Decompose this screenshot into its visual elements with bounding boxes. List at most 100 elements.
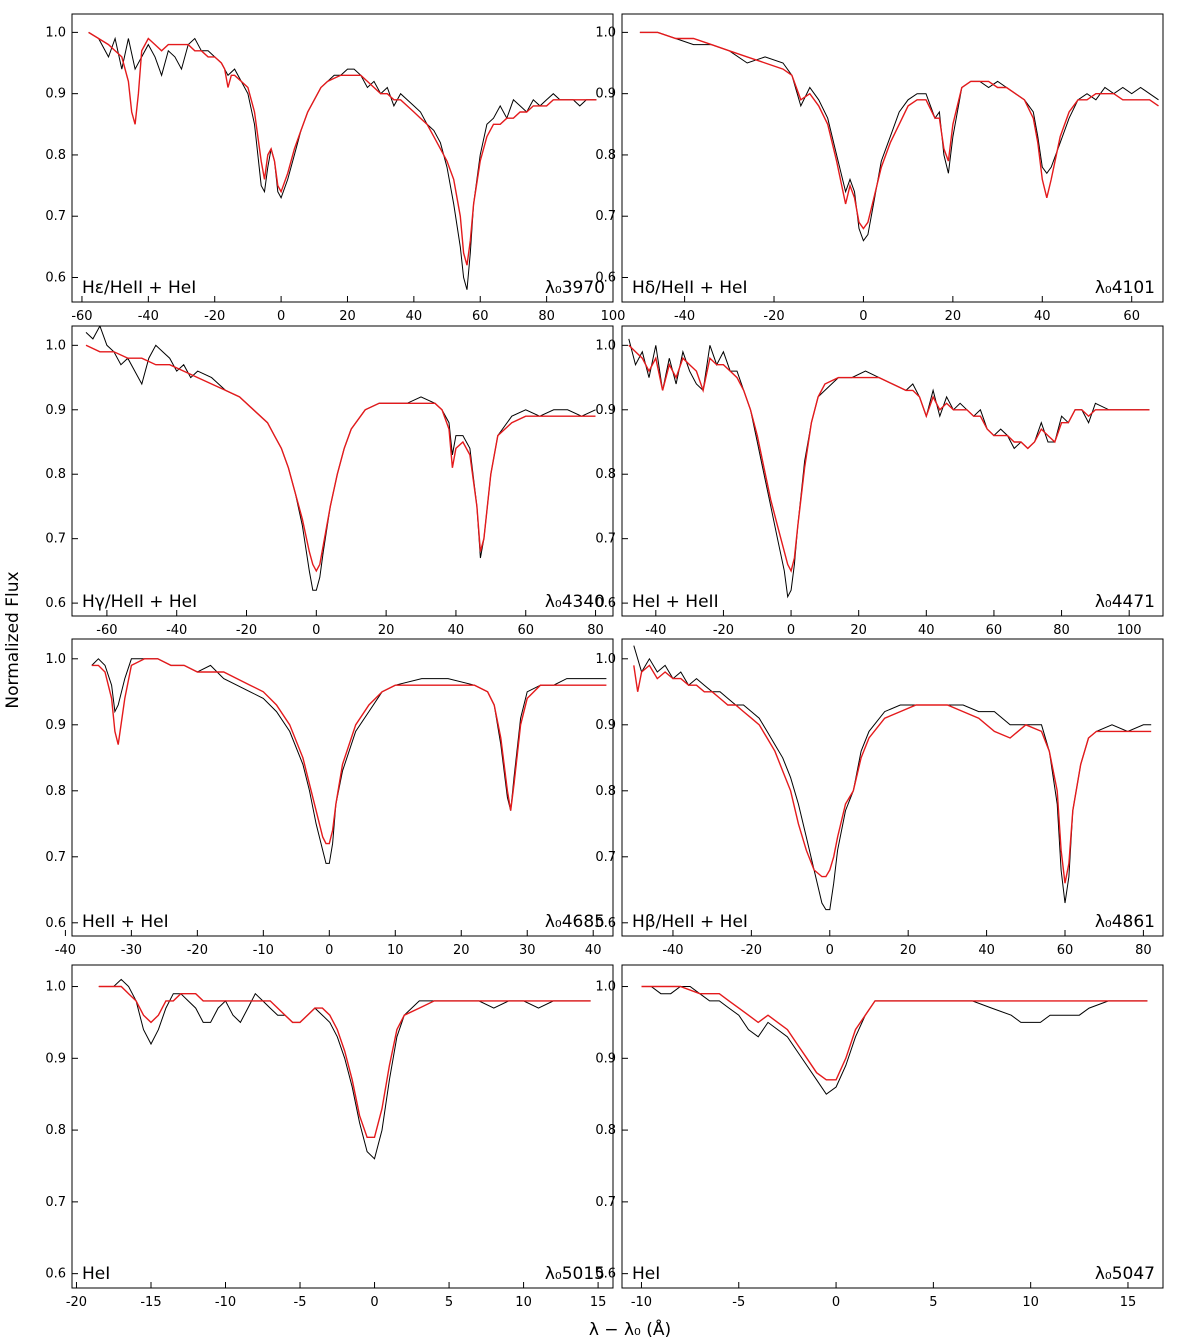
- y-tick-label: 0.8: [595, 148, 616, 163]
- x-tick-label: 20: [453, 943, 470, 958]
- x-tick-label: 60: [986, 623, 1003, 638]
- y-tick-label: 0.6: [45, 596, 66, 611]
- x-tick-label: 20: [900, 943, 917, 958]
- y-tick-label: 1.0: [45, 652, 66, 667]
- y-tick-label: 0.6: [45, 270, 66, 285]
- panel-frame: [71, 638, 614, 937]
- panel-wavelength-label: λ₀3970: [545, 278, 605, 298]
- panel-line-label: HeI + HeII: [632, 592, 719, 612]
- x-tick-label: 100: [601, 309, 626, 324]
- observed-spectrum-line: [98, 978, 591, 1160]
- x-tick-label: 20: [945, 309, 962, 324]
- x-tick-label: -15: [140, 1295, 161, 1310]
- panel-7: -20 -15 -10 -5 0 5 10 15 0.6 0.7 0.8 0.9 1.0 HeI λ₀501…: [45, 964, 614, 1310]
- panel-5: -40 -30 -20 -10 0 10 20 30 40 0.6 0.7 0.8 0.9 1.0 HeII…: [45, 638, 614, 958]
- y-tick-label: 1.0: [595, 338, 616, 353]
- x-tick-label: 100: [1117, 623, 1142, 638]
- y-tick-label: 0.6: [45, 916, 66, 931]
- panel-3: -60 -40 -20 0 20 40 60 80 0.6 0.7 0.8 0.9 1.0 Hγ/HeII…: [45, 325, 614, 638]
- x-tick-label: 60: [1123, 309, 1140, 324]
- panel-line-label: Hβ/HeII + HeI: [632, 912, 748, 932]
- x-tick-label: 30: [519, 943, 536, 958]
- model-spectrum-line: [633, 664, 1152, 884]
- x-tick-label: 15: [590, 1295, 607, 1310]
- x-tick-label: 80: [1053, 623, 1070, 638]
- y-tick-label: 0.6: [595, 596, 616, 611]
- x-tick-label: 80: [538, 309, 555, 324]
- x-tick-label: -20: [187, 943, 208, 958]
- y-tick-label: 1.0: [45, 25, 66, 40]
- x-tick-label: 0: [325, 943, 333, 958]
- y-tick-label: 0.7: [595, 532, 616, 547]
- model-spectrum-line: [639, 31, 1159, 230]
- y-tick-label: 0.6: [45, 1267, 66, 1282]
- x-tick-label: 40: [918, 623, 935, 638]
- y-tick-label: 0.8: [595, 1123, 616, 1138]
- panel-line-label: Hγ/HeII + HeI: [82, 592, 197, 612]
- y-tick-label: 0.8: [45, 1123, 66, 1138]
- y-tick-label: 0.6: [595, 1267, 616, 1282]
- panel-wavelength-label: λ₀4340: [545, 592, 605, 612]
- x-tick-label: -40: [645, 623, 666, 638]
- x-tick-label: 20: [378, 623, 395, 638]
- x-tick-label: 40: [585, 943, 602, 958]
- y-tick-label: 1.0: [45, 338, 66, 353]
- model-spectrum-line: [628, 344, 1150, 573]
- y-tick-label: 0.7: [595, 209, 616, 224]
- model-spectrum-line: [85, 344, 596, 573]
- observed-spectrum-line: [639, 31, 1159, 242]
- y-tick-label: 0.6: [595, 916, 616, 931]
- panel-frame: [71, 964, 614, 1289]
- x-tick-label: -20: [713, 623, 734, 638]
- x-tick-label: 0: [312, 623, 320, 638]
- x-tick-label: 0: [277, 309, 285, 324]
- x-tick-label: -10: [215, 1295, 236, 1310]
- x-tick-label: 40: [406, 309, 423, 324]
- y-tick-label: 0.6: [595, 270, 616, 285]
- y-tick-label: 0.9: [595, 718, 616, 733]
- x-tick-label: 20: [850, 623, 867, 638]
- x-tick-label: 0: [370, 1295, 378, 1310]
- x-tick-label: 80: [1135, 943, 1152, 958]
- y-tick-label: 0.9: [595, 403, 616, 418]
- panel-line-label: HeI: [632, 1264, 660, 1284]
- panel-8: -10 -5 0 5 10 15 0.6 0.7 0.8 0.9 1.0 HeI λ₀5047: [595, 964, 1164, 1310]
- x-tick-label: -20: [763, 309, 784, 324]
- x-tick-label: -40: [166, 623, 187, 638]
- x-tick-label: 5: [929, 1295, 937, 1310]
- x-tick-label: -40: [55, 943, 76, 958]
- x-tick-label: 60: [1057, 943, 1074, 958]
- y-tick-label: 0.9: [595, 1051, 616, 1066]
- x-tick-label: -60: [96, 623, 117, 638]
- x-tick-label: 40: [978, 943, 995, 958]
- y-tick-label: 1.0: [595, 652, 616, 667]
- y-tick-label: 0.7: [45, 1195, 66, 1210]
- y-tick-label: 0.7: [45, 209, 66, 224]
- y-tick-label: 0.8: [595, 784, 616, 799]
- panel-wavelength-label: λ₀4861: [1095, 912, 1155, 932]
- x-tick-label: -5: [732, 1295, 745, 1310]
- x-tick-label: 40: [448, 623, 465, 638]
- y-tick-label: 0.7: [595, 850, 616, 865]
- observed-spectrum-line: [88, 31, 597, 290]
- x-tick-label: 0: [826, 943, 834, 958]
- y-tick-label: 0.9: [45, 1051, 66, 1066]
- x-tick-label: 80: [587, 623, 604, 638]
- y-tick-label: 0.9: [45, 718, 66, 733]
- panel-4: -40 -20 0 20 40 60 80 100 0.6 0.7 0.8 0.9 1.0 HeI + H…: [595, 325, 1164, 638]
- x-tick-label: 0: [859, 309, 867, 324]
- panel-line-label: Hε/HeII + HeI: [82, 278, 196, 298]
- panel-frame: [621, 325, 1164, 617]
- x-tick-label: 10: [1022, 1295, 1039, 1310]
- x-tick-label: -20: [66, 1295, 87, 1310]
- panel-wavelength-label: λ₀5015: [545, 1264, 605, 1284]
- x-tick-label: -5: [294, 1295, 307, 1310]
- model-spectrum-line: [98, 985, 591, 1138]
- panel-wavelength-label: λ₀5047: [1095, 1264, 1155, 1284]
- panel-2: -40 -20 0 20 40 60 0.6 0.7 0.8 0.9 1.0 Hδ/HeII + He…: [595, 13, 1164, 324]
- panel-frame: [71, 325, 614, 617]
- panel-frame: [621, 13, 1164, 303]
- x-tick-label: 60: [517, 623, 534, 638]
- panel-wavelength-label: λ₀4471: [1095, 592, 1155, 612]
